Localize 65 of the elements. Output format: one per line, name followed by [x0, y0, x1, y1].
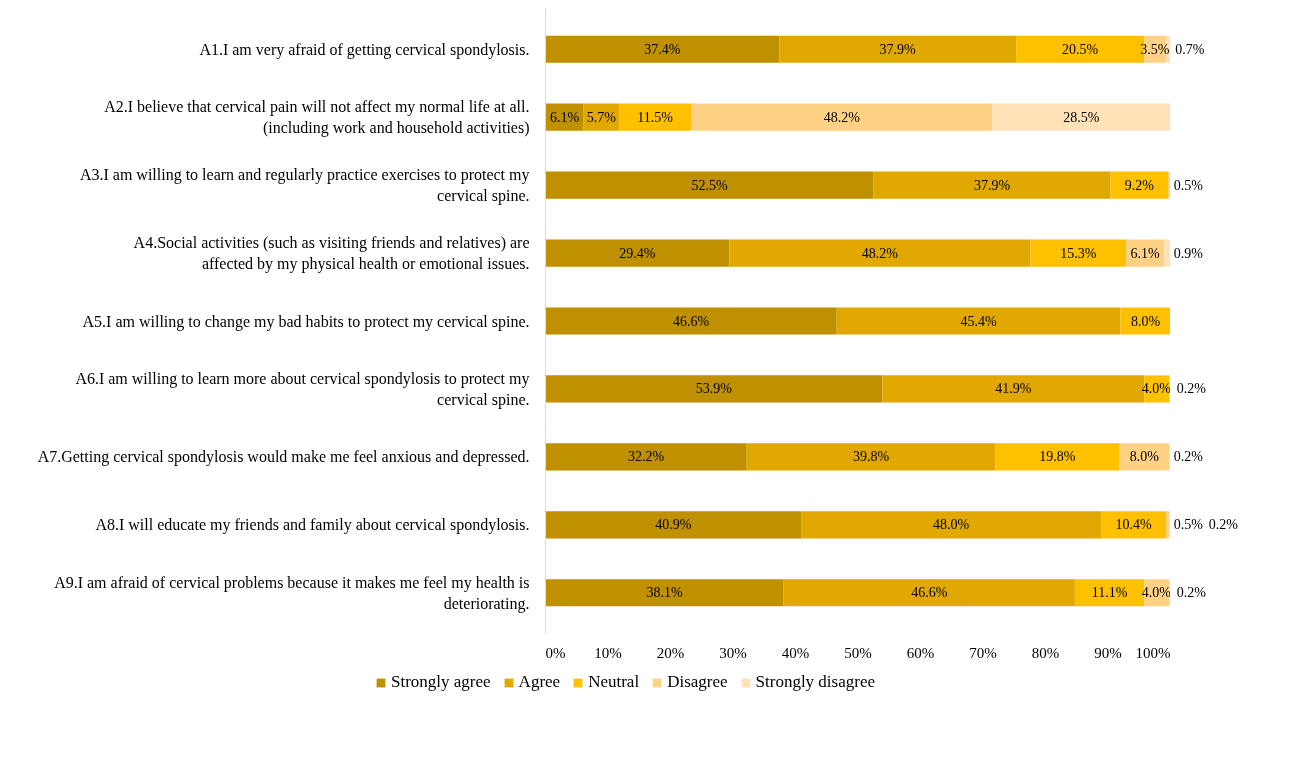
x-tick-label: 0%: [545, 644, 566, 661]
y-tick-label: A6.I am willing to learn more about cervical spondylosis to protect my cervical spine.: [75, 369, 530, 410]
data-label: 8.0%: [1130, 313, 1161, 329]
data-label: 32.2%: [628, 449, 665, 465]
y-tick-label: A7.Getting cervical spondylosis would make me feel anxious and depressed.: [37, 448, 530, 467]
data-label: 40.9%: [655, 517, 692, 533]
data-label: 41.9%: [995, 381, 1032, 397]
y-tick-label: A1.I am very afraid of getting cervical spondylosis.: [199, 40, 530, 59]
data-label: 37.9%: [879, 41, 917, 57]
data-label: 11.1%: [1091, 585, 1128, 601]
data-label: 45.4%: [960, 313, 998, 329]
x-tick-label: 30%: [719, 644, 747, 661]
x-tick-label: 80%: [1031, 644, 1060, 661]
x-tick-label: 40%: [781, 644, 810, 661]
legend-label: Disagree: [667, 672, 728, 692]
y-tick-label: A2.I believe that cervical pain will not affect my normal life at all. (including work and household activities): [104, 98, 530, 138]
x-tick-label: 20%: [656, 644, 685, 661]
data-label: 6.1%: [549, 109, 580, 125]
data-label: 37.4%: [644, 41, 681, 57]
data-label: 3.5%: [1140, 41, 1170, 57]
data-label: 29.4%: [619, 245, 656, 261]
x-tick-label: 10%: [594, 644, 622, 661]
data-label: 52.5%: [691, 177, 728, 193]
y-tick-label: A9.I am afraid of cervical problems because it makes me feel my health is deteriorating.: [54, 573, 530, 613]
data-label: 5.7%: [586, 109, 617, 125]
x-tick-label: 100%: [1135, 644, 1171, 661]
data-label: 10.4%: [1115, 517, 1153, 533]
data-label: 0.2%: [1176, 381, 1207, 397]
y-tick-label: A5.I am willing to change my bad habits to protect my cervical spine.: [82, 312, 530, 331]
x-tick-label: 50%: [844, 644, 872, 661]
data-label: 6.1%: [1130, 245, 1161, 261]
data-label: 0.5%: [1173, 177, 1204, 193]
data-label: 37.9%: [973, 177, 1011, 193]
data-label: 8.0%: [1129, 449, 1160, 465]
data-label: 11.5%: [637, 109, 674, 125]
data-label: 0.2%: [1176, 585, 1207, 601]
legend-label: Strongly agree: [391, 672, 491, 692]
data-label: 0.9%: [1173, 245, 1204, 261]
data-label: 20.5%: [1062, 41, 1099, 57]
y-tick-label: A3.I am willing to learn and regularly practice exercises to protect my cervical spine.: [79, 166, 530, 206]
data-label: 46.6%: [911, 585, 948, 601]
data-label: 15.3%: [1060, 245, 1097, 261]
data-label: 38.1%: [646, 585, 683, 601]
y-tick-label: A4.Social activities (such as visiting friends and relatives) are affected by my physical health or emotional issues.: [133, 233, 530, 274]
data-label: 48.2%: [861, 245, 899, 261]
y-tick-label: A8.I will educate my friends and family about cervical spondylosis.: [95, 516, 530, 535]
x-tick-label: 70%: [969, 644, 997, 661]
data-label: 9.2%: [1124, 177, 1155, 193]
x-tick-label: 90%: [1094, 644, 1122, 661]
data-label: 0.2%: [1208, 517, 1239, 533]
data-label: 46.6%: [673, 313, 710, 329]
data-label: 0.7%: [1175, 41, 1205, 57]
data-label: 19.8%: [1039, 449, 1076, 465]
data-label: 39.8%: [853, 449, 890, 465]
legend-label: Neutral: [588, 672, 640, 692]
legend-label: Agree: [518, 672, 561, 692]
data-label: 28.5%: [1063, 109, 1100, 125]
data-label: 48.0%: [933, 517, 970, 533]
data-label: 48.2%: [823, 109, 861, 125]
legend-label: Strongly disagree: [755, 672, 875, 692]
x-tick-label: 60%: [906, 644, 935, 661]
data-label: 53.9%: [695, 381, 733, 397]
data-label: 4.0%: [1141, 585, 1172, 601]
data-label: 0.2%: [1173, 449, 1204, 465]
data-label: 0.5%: [1173, 517, 1204, 533]
